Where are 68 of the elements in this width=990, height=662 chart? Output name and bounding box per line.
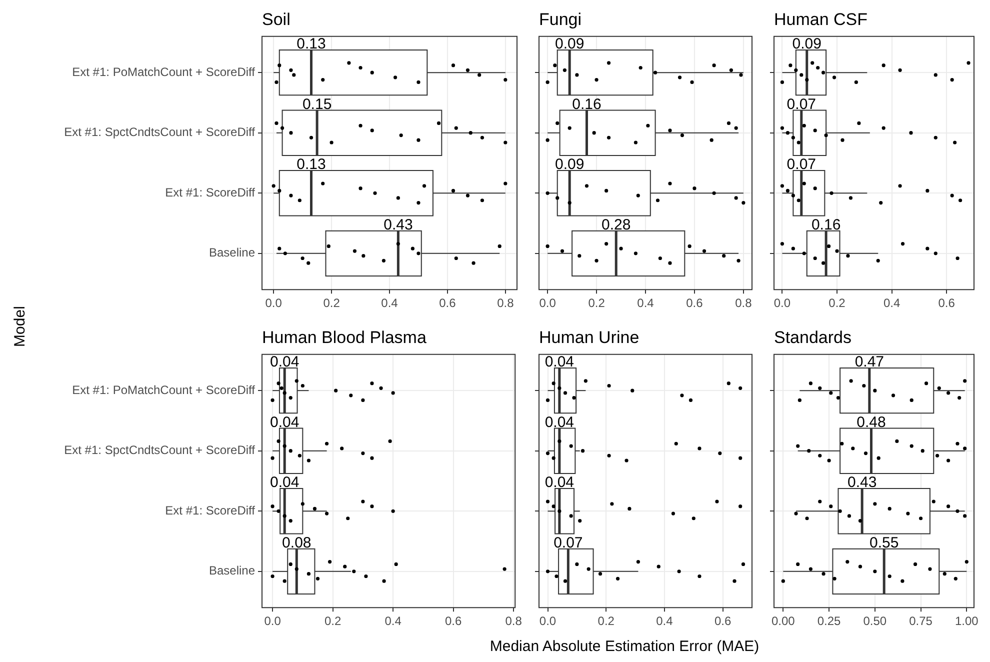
x-tick-label: 0.0 <box>539 614 556 628</box>
x-tick-label: 0.2 <box>323 296 340 310</box>
chart-title: Soil <box>262 10 290 29</box>
x-tick-label: 0.50 <box>863 614 887 628</box>
y-tick-label: Ext #1: SpctCndtsCount + ScoreDiff <box>64 443 256 458</box>
annotation: 0.48 <box>856 414 886 431</box>
x-tick-label: 0.4 <box>883 296 900 310</box>
x-tick-label: 0.6 <box>686 296 704 310</box>
x-tick-label: 0.6 <box>439 296 456 310</box>
x-tick-label: 0.00 <box>771 614 796 628</box>
annotation: 0.04 <box>544 414 574 431</box>
annotation: 0.16 <box>572 96 602 113</box>
x-tick-label: 0.2 <box>828 296 846 310</box>
y-tick-label: Baseline <box>208 246 256 260</box>
x-tick-label: 0.75 <box>909 614 933 628</box>
x-tick-label: 0.0 <box>539 296 556 310</box>
x-tick-label: 0.0 <box>774 296 791 310</box>
annotation: 0.47 <box>854 354 884 371</box>
x-tick-label: 0.4 <box>381 296 398 310</box>
annotation: 0.04 <box>270 474 300 492</box>
y-tick-label: Ext #1: PoMatchCount + ScoreDiff <box>72 382 256 397</box>
annotation: 0.09 <box>792 36 822 53</box>
annotation: 0.07 <box>786 156 816 174</box>
x-tick-label: 0.8 <box>497 296 514 310</box>
x-tick-label: 0.2 <box>598 614 615 628</box>
y-axis-title: Model <box>12 305 28 349</box>
annotation: 0.09 <box>555 156 584 174</box>
x-tick-label: 0.2 <box>588 296 606 310</box>
annotation: 0.28 <box>602 216 631 234</box>
x-axis-title: Median Absolute Estimation Error (MAE) <box>488 638 760 655</box>
x-tick-label: 0.4 <box>637 296 654 310</box>
x-tick-label: 0.0 <box>265 296 282 310</box>
chart-title: Standards <box>774 328 852 347</box>
x-tick-label: 0.6 <box>444 614 462 628</box>
annotation: 0.16 <box>811 216 841 234</box>
chart-title: Fungi <box>539 10 582 29</box>
annotation: 0.07 <box>786 96 816 113</box>
x-tick-label: 1.00 <box>954 614 979 628</box>
annotation: 0.15 <box>302 96 332 113</box>
x-tick-label: 0.8 <box>505 614 522 628</box>
y-tick-label: Ext #1: SpctCndtsCount + ScoreDiff <box>64 125 256 140</box>
x-tick-label: 0.6 <box>714 614 732 628</box>
chart-title: Human CSF <box>774 10 868 29</box>
annotation: 0.09 <box>555 36 584 53</box>
x-tick-label: 0.4 <box>656 614 674 628</box>
chart-title: Human Blood Plasma <box>262 328 427 347</box>
y-tick-label: Ext #1: ScoreDiff <box>165 185 256 200</box>
annotation: 0.43 <box>847 474 877 492</box>
annotation: 0.43 <box>384 216 413 234</box>
y-tick-label: Baseline <box>208 564 256 578</box>
x-tick-label: 0.6 <box>938 296 956 310</box>
annotation: 0.04 <box>544 474 574 492</box>
annotation: 0.04 <box>270 414 300 431</box>
x-tick-label: 0.0 <box>264 614 282 628</box>
x-tick-label: 0.8 <box>735 296 752 310</box>
annotation: 0.04 <box>270 354 300 371</box>
chart-title: Human Urine <box>539 328 640 347</box>
annotation: 0.07 <box>554 534 583 552</box>
annotation: 0.13 <box>296 36 326 53</box>
annotation: 0.13 <box>296 156 326 174</box>
x-tick-label: 0.2 <box>324 614 342 628</box>
y-tick-label: Ext #1: ScoreDiff <box>165 503 256 518</box>
y-tick-label: Ext #1: PoMatchCount + ScoreDiff <box>72 64 256 79</box>
annotation: 0.08 <box>282 534 312 552</box>
annotation: 0.55 <box>869 534 899 552</box>
x-tick-label: 0.25 <box>817 614 842 628</box>
x-tick-label: 0.4 <box>384 614 402 628</box>
annotation: 0.04 <box>544 354 574 371</box>
